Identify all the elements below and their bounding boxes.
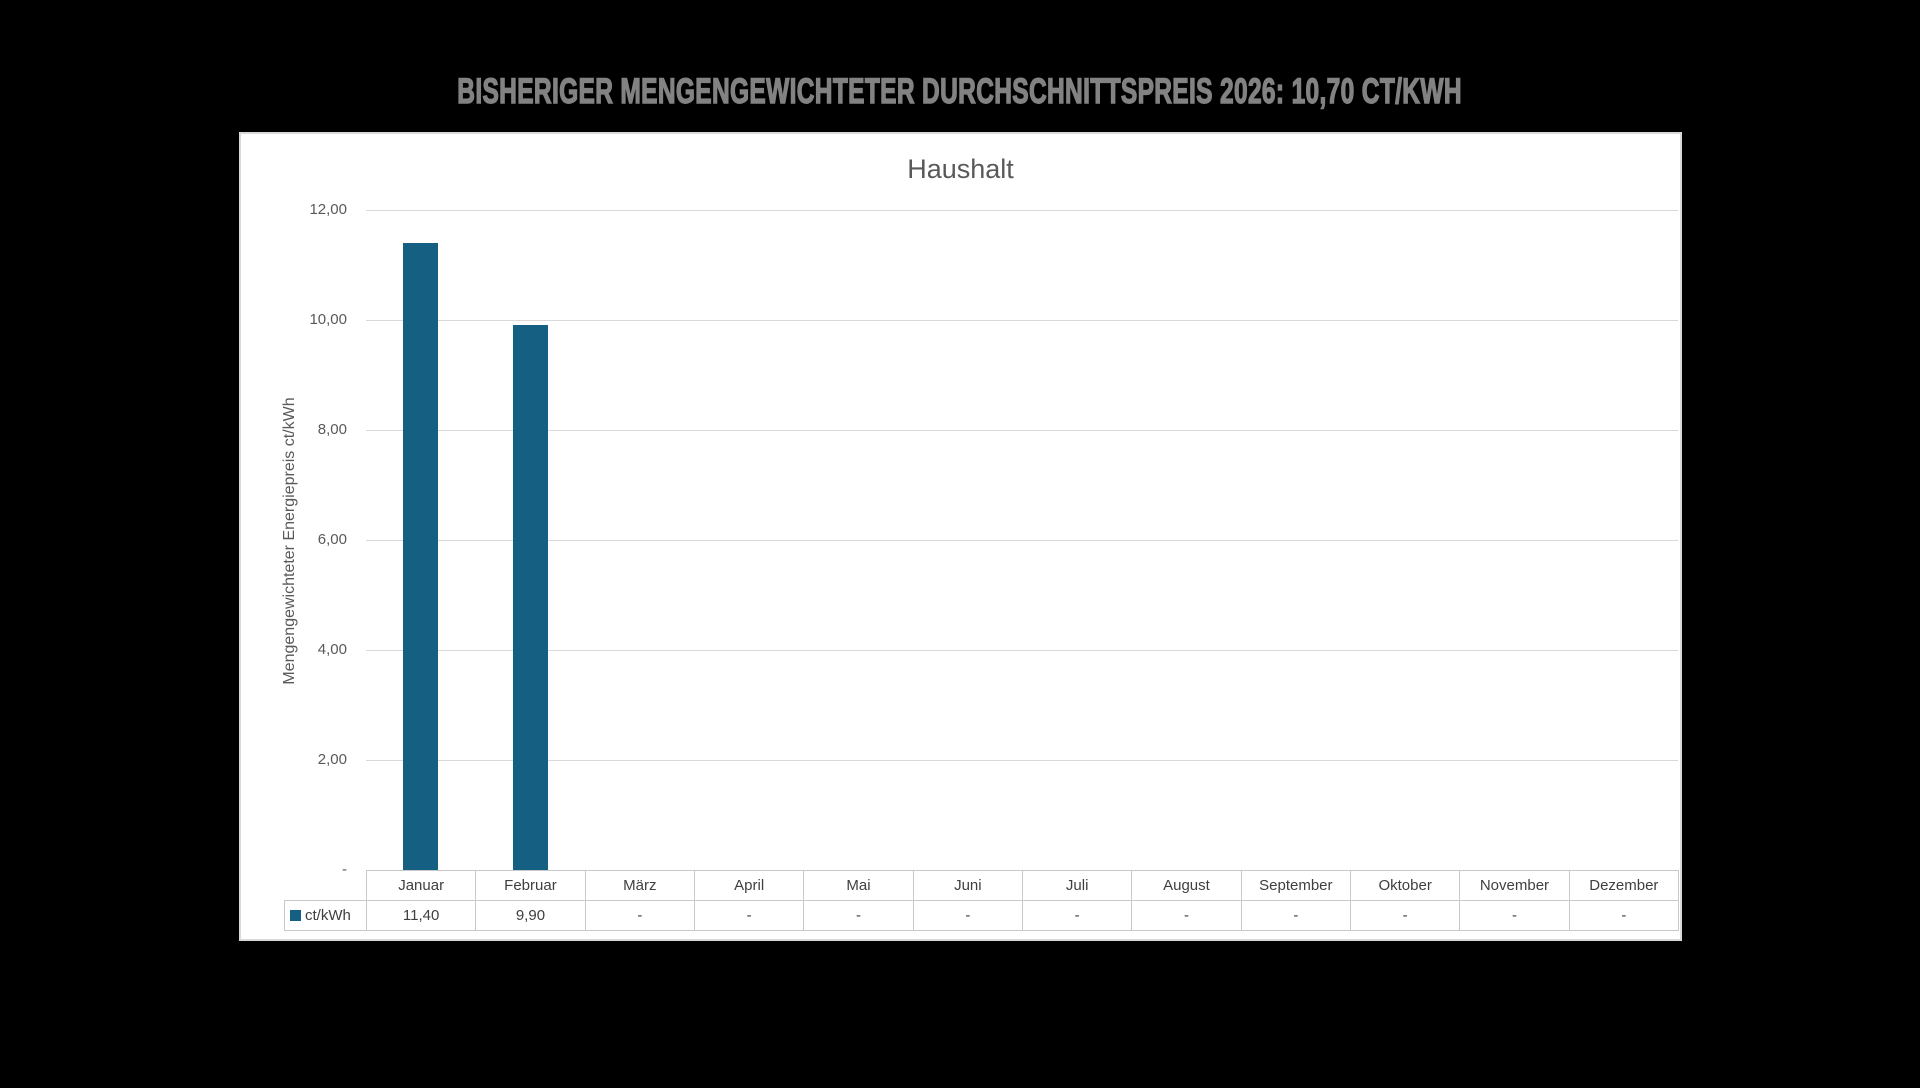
y-tick-label: 10,00 — [309, 311, 347, 328]
month-header-cell: Mai — [803, 870, 914, 901]
y-gridline — [366, 430, 1678, 431]
bar-januar — [403, 243, 439, 870]
value-cell: 11,40 — [366, 900, 477, 931]
y-tick-label: 2,00 — [317, 751, 347, 768]
legend-cell: ct/kWh — [284, 900, 367, 931]
month-header-cell: November — [1459, 870, 1570, 901]
month-header-cell: Juni — [912, 870, 1023, 901]
y-tick-label: 4,00 — [317, 641, 347, 658]
y-gridline — [366, 320, 1678, 321]
chart: Haushalt Mengengewichteter Energiepreis … — [239, 132, 1682, 941]
month-header-cell: September — [1240, 870, 1351, 901]
month-header-cell: Januar — [366, 870, 477, 901]
month-header-cell: April — [694, 870, 805, 901]
value-cell: - — [1022, 900, 1133, 931]
chart-title: Haushalt — [907, 154, 1014, 184]
y-tick-label: 12,00 — [309, 201, 347, 218]
slide-title-text: BISHERIGER MENGENGEWICHTETER DURCHSCHNIT… — [457, 71, 1463, 111]
slide-title: BISHERIGER MENGENGEWICHTETER DURCHSCHNIT… — [0, 70, 1920, 114]
y-gridline — [366, 650, 1678, 651]
value-cell: - — [1459, 900, 1570, 931]
month-header-cell: August — [1131, 870, 1242, 901]
month-header-cell: Dezember — [1568, 870, 1679, 901]
y-tick-label: - — [342, 861, 347, 878]
value-cell: - — [694, 900, 805, 931]
y-tick-label: 6,00 — [317, 531, 347, 548]
legend-series-label: ct/kWh — [305, 907, 351, 924]
y-gridline — [366, 210, 1678, 211]
value-cell: - — [1240, 900, 1351, 931]
value-cell: - — [1131, 900, 1242, 931]
value-cell: 9,90 — [475, 900, 586, 931]
y-gridline — [366, 760, 1678, 761]
value-cell: - — [1568, 900, 1679, 931]
value-cell: - — [584, 900, 695, 931]
y-gridline — [366, 540, 1678, 541]
month-header-cell: Juli — [1022, 870, 1133, 901]
month-header-cell: Februar — [475, 870, 586, 901]
value-cell: - — [1350, 900, 1461, 931]
legend-key-icon — [290, 909, 301, 921]
bar-februar — [512, 325, 548, 870]
month-header-cell: Oktober — [1350, 870, 1461, 901]
month-header-cell: März — [584, 870, 695, 901]
value-cell: - — [912, 900, 1023, 931]
value-cell: - — [803, 900, 914, 931]
y-tick-label: 8,00 — [317, 421, 347, 438]
